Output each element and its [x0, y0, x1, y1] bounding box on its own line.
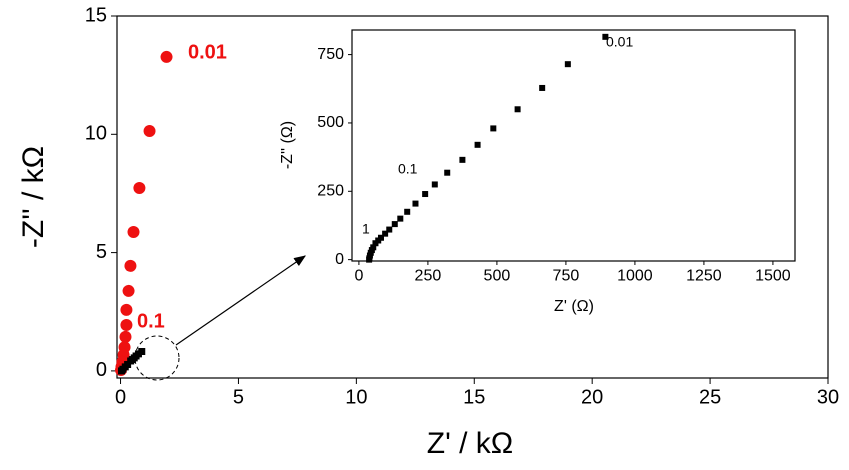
point: [120, 319, 133, 332]
y-tick-label: 0: [96, 359, 107, 381]
y-tick-label: 10: [85, 123, 107, 145]
x-tick-label: 5: [233, 386, 244, 408]
point: [133, 182, 146, 195]
y-tick-label: 15: [85, 4, 107, 26]
annotation: 0.1: [398, 161, 418, 177]
point: [138, 348, 146, 356]
point: [412, 200, 419, 207]
point: [124, 259, 137, 272]
point: [122, 284, 135, 297]
y-tick-label: 5: [96, 241, 107, 263]
point: [422, 191, 429, 198]
point: [382, 230, 389, 237]
point: [514, 106, 521, 113]
y-tick-label: 500: [317, 114, 344, 131]
point: [366, 256, 373, 263]
point: [124, 361, 132, 369]
point: [120, 303, 133, 316]
zoom-circle: [134, 335, 180, 381]
point: [143, 124, 156, 137]
point: [490, 125, 497, 132]
x-tick-label: 1000: [617, 267, 653, 284]
plot-frame: [351, 29, 796, 262]
point: [474, 141, 481, 148]
point: [404, 208, 411, 215]
y-tick-label: 250: [317, 183, 344, 200]
x-tick-label: 10: [345, 386, 367, 408]
point: [539, 84, 546, 91]
x-tick-label: 0: [115, 386, 126, 408]
x-tick-label: 25: [699, 386, 721, 408]
x-tick-label: 0: [354, 267, 363, 284]
annotation: 0.1: [137, 310, 165, 332]
annotation: 1: [362, 221, 370, 237]
y-tick-label: 750: [317, 46, 344, 63]
y-axis-label: -Z'' / kΩ: [17, 146, 50, 248]
point: [391, 221, 398, 228]
x-tick-label: 500: [484, 267, 511, 284]
point: [431, 181, 438, 188]
x-tick-label: 1500: [755, 267, 791, 284]
y-axis-label: -Z'' (Ω): [279, 121, 296, 169]
point: [127, 226, 140, 239]
x-tick-label: 1250: [686, 267, 722, 284]
y-tick-label: 0: [335, 251, 344, 268]
plot-frame: [116, 15, 829, 379]
point: [386, 226, 393, 233]
point: [564, 61, 571, 68]
x-tick-label: 750: [553, 267, 580, 284]
point: [444, 169, 451, 176]
annotation: 0.01: [606, 34, 633, 50]
point: [397, 215, 404, 222]
annotation: 0.01: [188, 41, 227, 63]
point: [372, 240, 379, 247]
point: [459, 156, 466, 163]
zoom-arrow: [175, 255, 306, 346]
x-tick-label: 15: [463, 386, 485, 408]
point: [119, 330, 132, 343]
point: [160, 50, 173, 63]
x-tick-label: 250: [415, 267, 442, 284]
point: [602, 33, 609, 40]
x-tick-label: 20: [581, 386, 603, 408]
x-axis-label: Z' (Ω): [554, 298, 594, 315]
x-axis-label: Z' / kΩ: [427, 427, 513, 460]
x-tick-label: 30: [817, 386, 839, 408]
